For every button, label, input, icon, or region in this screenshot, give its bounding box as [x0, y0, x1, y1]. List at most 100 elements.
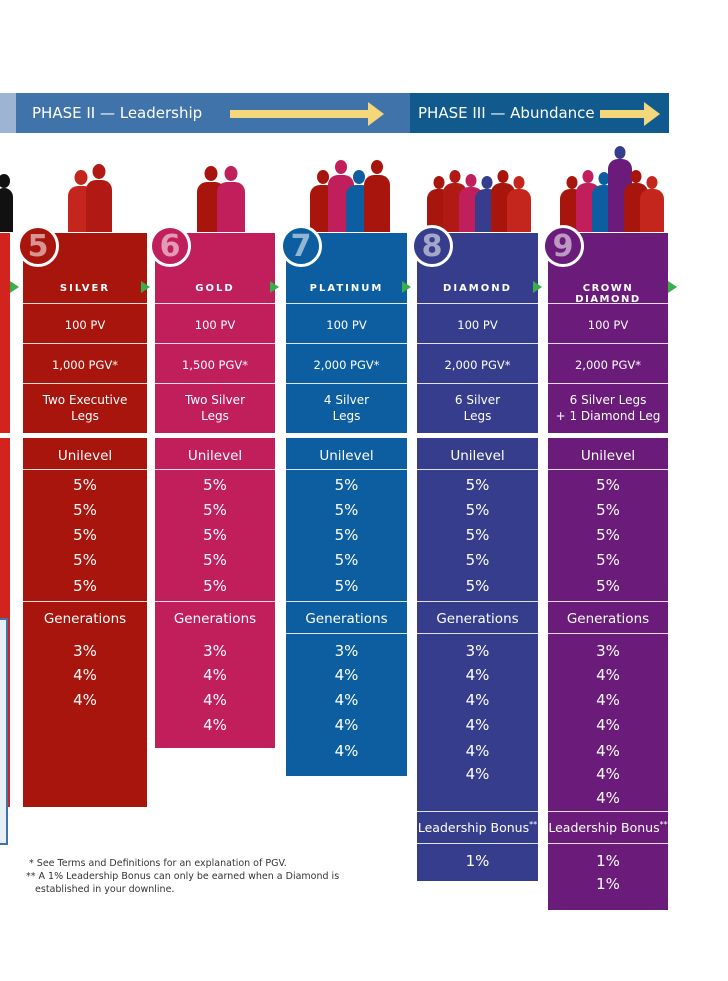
unilevel-header: Unilevel	[450, 448, 505, 464]
pv-requirement: 100 PV	[587, 318, 629, 332]
unilevel-value: 5%	[465, 526, 490, 544]
unilevel-header: Unilevel	[187, 448, 243, 464]
generation-value: 4%	[334, 691, 359, 709]
unilevel-value: 5%	[596, 476, 620, 494]
footnotes: * See Terms and Definitions for an expla…	[26, 857, 339, 896]
unilevel-value: 5%	[334, 476, 359, 494]
unilevel-value: 5%	[334, 551, 359, 569]
leadership-bonus-header: Leadership Bonus**	[417, 820, 538, 836]
rank-number-badge: 9	[542, 225, 584, 267]
pgv-requirement: 2,000 PGV*	[444, 358, 511, 372]
rank-number-badge: 5	[17, 225, 59, 267]
pgv-requirement: 2,000 PGV*	[574, 358, 642, 372]
unilevel-value: 5%	[334, 501, 359, 519]
diamond-people-icon	[416, 140, 542, 232]
leadership-bonus-value: 1%	[465, 852, 490, 870]
legs-requirement: 6 Silver Legs	[454, 393, 501, 423]
unilevel-value: 5%	[203, 476, 227, 494]
generation-value: 4%	[465, 716, 490, 734]
unilevel-value: 5%	[203, 526, 227, 544]
generations-header: Generations	[566, 611, 650, 627]
pv-requirement: 100 PV	[64, 318, 106, 332]
green-arrow-icon	[668, 281, 677, 293]
unilevel-value: 5%	[73, 476, 97, 494]
unilevel-value: 5%	[203, 551, 227, 569]
platinum-people-icon	[304, 140, 396, 232]
people-group-icon	[0, 140, 14, 232]
phase1-banner-edge	[0, 93, 16, 133]
rank-name: PLATINUM	[309, 283, 384, 294]
unilevel-value: 5%	[465, 551, 490, 569]
pgv-requirement: 1,500 PGV*	[181, 358, 249, 372]
left-partial-box	[0, 618, 8, 845]
pv-requirement: 100 PV	[457, 318, 498, 332]
unilevel-value: 5%	[203, 501, 227, 519]
generation-value: 3%	[73, 642, 97, 660]
pgv-requirement: 1,000 PGV*	[51, 358, 119, 372]
unilevel-value: 5%	[596, 526, 620, 544]
generation-value: 4%	[465, 765, 490, 783]
generation-value: 4%	[334, 666, 359, 684]
leadership-bonus-header: Leadership Bonus**	[548, 820, 668, 836]
phase2-arrow-icon	[230, 102, 385, 126]
footnote-pgv: * See Terms and Definitions for an expla…	[26, 858, 287, 869]
generation-value: 4%	[334, 716, 359, 734]
legs-requirement: 6 Silver Legs + 1 Diamond Leg	[555, 393, 661, 423]
leadership-bonus-value: 1%	[596, 852, 620, 870]
crown-diamond-people-icon	[548, 140, 676, 232]
unilevel-value: 5%	[73, 577, 97, 595]
legs-requirement: Two Silver Legs	[184, 393, 246, 423]
unilevel-value: 5%	[465, 476, 490, 494]
green-arrow-icon	[533, 281, 542, 293]
rank-number-badge: 6	[149, 225, 191, 267]
rank-number-badge: 8	[411, 225, 453, 267]
generation-value: 4%	[596, 789, 620, 807]
unilevel-value: 5%	[73, 551, 97, 569]
generation-value: 3%	[596, 642, 620, 660]
pv-requirement: 100 PV	[194, 318, 236, 332]
leadership-bonus-value: 1%	[596, 875, 620, 893]
green-arrow-icon	[141, 281, 150, 293]
green-arrow-icon	[270, 281, 279, 293]
unilevel-value: 5%	[334, 577, 359, 595]
generation-value: 4%	[596, 765, 620, 783]
phase2-label: PHASE II — Leadership	[32, 104, 203, 122]
generation-value: 4%	[596, 716, 620, 734]
green-arrow-icon	[10, 281, 19, 293]
generation-value: 4%	[203, 666, 227, 684]
phase3-label: PHASE III — Abundance	[418, 104, 595, 122]
legs-requirement: 4 Silver Legs	[323, 393, 370, 423]
unilevel-value: 5%	[73, 501, 97, 519]
unilevel-value: 5%	[203, 577, 227, 595]
rank-name: CROWN DIAMOND	[575, 283, 641, 305]
generation-value: 4%	[596, 691, 620, 709]
unilevel-header: Unilevel	[580, 448, 636, 464]
unilevel-value: 5%	[334, 526, 359, 544]
pgv-requirement: 2,000 PGV*	[313, 358, 380, 372]
unilevel-value: 5%	[465, 501, 490, 519]
pv-requirement: 100 PV	[326, 318, 367, 332]
phase3-arrow-icon	[600, 102, 662, 126]
generation-value: 4%	[203, 691, 227, 709]
generation-value: 4%	[203, 716, 227, 734]
rank-name: GOLD	[195, 283, 235, 294]
unilevel-header: Unilevel	[57, 448, 113, 464]
generations-header: Generations	[173, 611, 257, 627]
rank-number-badge: 7	[280, 225, 322, 267]
phase3-banner: PHASE III — Abundance	[410, 93, 669, 133]
gold-people-icon	[190, 140, 252, 232]
generation-value: 4%	[73, 691, 97, 709]
silver-people-icon	[62, 140, 118, 232]
generations-header: Generations	[305, 611, 388, 627]
unilevel-value: 5%	[596, 551, 620, 569]
unilevel-header: Unilevel	[319, 448, 374, 464]
generation-value: 4%	[596, 742, 620, 760]
unilevel-value: 5%	[465, 577, 490, 595]
unilevel-value: 5%	[596, 501, 620, 519]
generation-value: 3%	[203, 642, 227, 660]
rank-name: SILVER	[59, 283, 111, 294]
generation-value: 3%	[465, 642, 490, 660]
rank-name: DIAMOND	[443, 283, 512, 294]
generation-value: 4%	[465, 691, 490, 709]
generations-header: Generations	[43, 611, 127, 627]
